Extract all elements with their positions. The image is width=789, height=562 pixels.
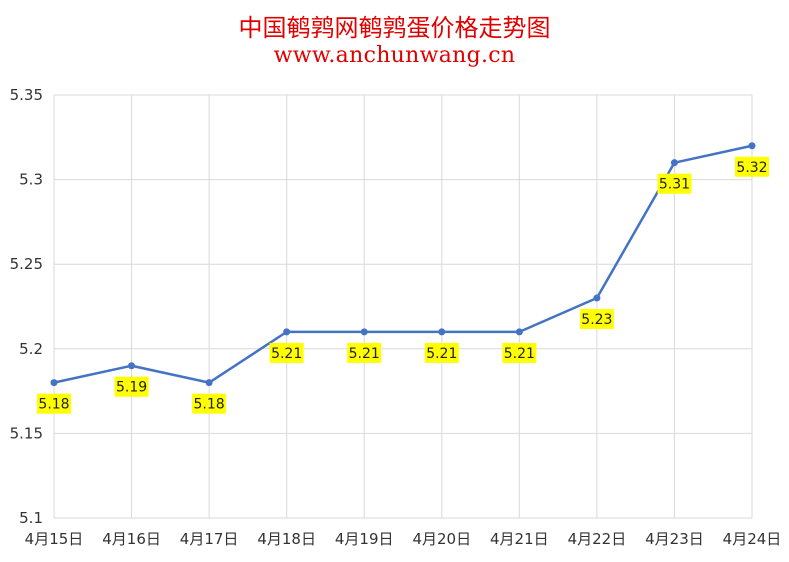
data-label-background	[347, 342, 382, 363]
x-tick-label: 4月23日	[645, 530, 704, 548]
data-point	[593, 294, 601, 302]
x-tick-label: 4月17日	[180, 530, 239, 548]
y-tick-label: 5.35	[10, 86, 43, 104]
data-point	[50, 379, 58, 387]
data-label-background	[502, 342, 537, 363]
data-label-background	[114, 376, 149, 397]
x-tick-label: 4月19日	[335, 530, 394, 548]
data-point	[360, 328, 368, 336]
data-label: 5.31	[659, 177, 690, 193]
chart-title: 中国鹌鹑网鹌鹑蛋价格走势图	[238, 14, 551, 42]
data-point	[128, 362, 136, 370]
x-tick-label: 4月16日	[102, 530, 161, 548]
data-label: 5.21	[349, 346, 380, 362]
y-tick-label: 5.2	[19, 340, 43, 358]
data-label: 5.21	[504, 346, 535, 362]
data-label: 5.32	[736, 160, 767, 176]
data-point	[748, 142, 756, 150]
data-label-background	[657, 173, 692, 194]
data-label: 5.21	[271, 346, 302, 362]
y-tick-label: 5.3	[19, 171, 43, 189]
data-label-background	[579, 309, 614, 330]
data-label: 5.21	[426, 346, 457, 362]
y-tick-label: 5.1	[19, 509, 43, 527]
data-label: 5.23	[581, 312, 612, 328]
chart-subtitle: www.anchunwang.cn	[273, 43, 516, 68]
data-label: 5.18	[38, 397, 69, 413]
data-label-background	[37, 393, 71, 414]
x-tick-label: 4月22日	[568, 530, 627, 548]
data-label-background	[424, 342, 459, 363]
data-label-background	[735, 156, 769, 177]
x-tick-label: 4月24日	[723, 530, 782, 548]
y-tick-label: 5.15	[10, 424, 43, 442]
x-tick-label: 4月18日	[257, 530, 316, 548]
data-point	[515, 328, 523, 336]
data-label-background	[192, 393, 227, 414]
data-point	[670, 159, 678, 167]
x-tick-label: 4月21日	[490, 530, 549, 548]
data-label-background	[269, 342, 304, 363]
data-label: 5.18	[194, 397, 225, 413]
data-point	[283, 328, 291, 336]
series-line	[53, 144, 753, 384]
data-label: 5.19	[116, 380, 147, 396]
data-point	[205, 379, 213, 387]
y-tick-label: 5.25	[10, 255, 43, 273]
x-tick-label: 4月15日	[25, 530, 84, 548]
data-point	[438, 328, 446, 336]
x-tick-label: 4月20日	[412, 530, 471, 548]
